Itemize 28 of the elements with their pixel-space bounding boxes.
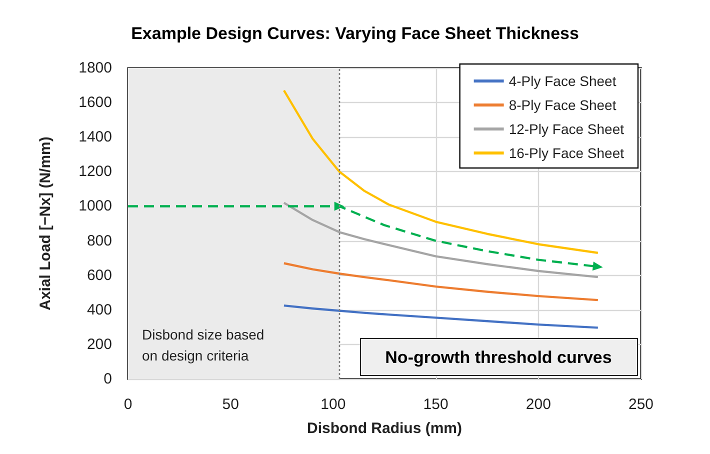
line-series: [282, 262, 600, 302]
y-tick-label: 1200: [78, 163, 112, 180]
x-tick-label: 250: [628, 396, 654, 413]
annotation: No-growth threshold curves: [385, 348, 612, 367]
line-series: [282, 202, 600, 278]
y-tick-label: 200: [86, 336, 112, 353]
y-tick-label: 1800: [78, 60, 112, 76]
chart-title: Example Design Curves: Varying Face Sheet Thickness: [131, 24, 579, 43]
legend-label: 12-Ply Face Sheet: [508, 121, 624, 137]
x-tick-label: 100: [320, 396, 346, 413]
x-tick-label: 50: [222, 396, 239, 413]
y-tick-label: 1400: [78, 128, 112, 146]
y-tick-label: 0: [104, 370, 112, 388]
legend-label: 16-Ply Face Sheet: [508, 145, 624, 161]
annotation: Disbond size based on design criteria: [142, 326, 264, 364]
y-tick-label: 1000: [78, 198, 112, 215]
line-series: [282, 304, 600, 329]
legend-label: 4-Ply Face Sheet: [508, 73, 616, 89]
y-tick-label: 1600: [78, 94, 112, 112]
y-axis-title: Axial Load [−Nx] (N/mm): [37, 136, 54, 310]
y-tick-label: 600: [86, 266, 112, 284]
y-tick-label: 400: [86, 301, 112, 318]
x-tick-label: 200: [526, 396, 551, 413]
y-tick-label: 800: [86, 232, 112, 250]
x-tick-label: 0: [124, 396, 132, 413]
x-axis-title: Disbond Radius (mm): [306, 420, 462, 437]
x-tick-label: 150: [423, 396, 448, 413]
legend-label: 8-Ply Face Sheet: [508, 97, 616, 113]
